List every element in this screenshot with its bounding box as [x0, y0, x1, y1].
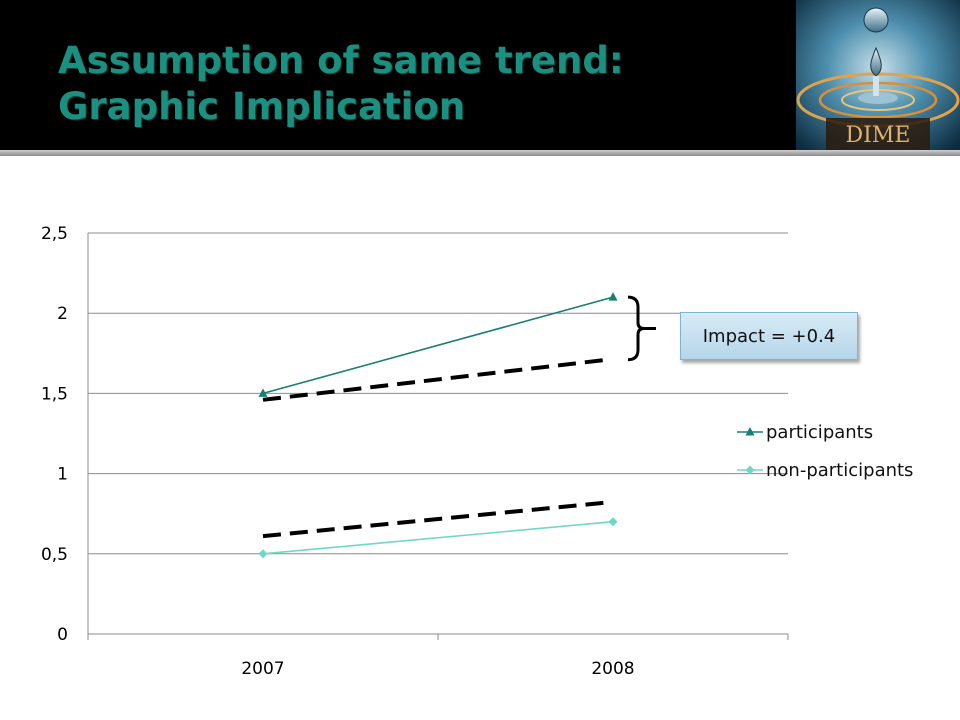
data-point-non-participants [608, 517, 618, 527]
slide-title: Assumption of same trend: Graphic Implic… [58, 38, 624, 130]
y-tick-label: 0,5 [41, 545, 68, 565]
data-point-participants [608, 292, 618, 301]
dime-logo: DIME [796, 0, 960, 150]
impact-bracket [627, 295, 656, 362]
legend-marker-non-participants [745, 465, 755, 475]
y-tick-label: 2,5 [41, 224, 68, 244]
legend-label-participants: participants [766, 422, 873, 443]
line-chart: 0 0,5 1 1,5 2 2,5 2007 2008 participants non-part… [41, 224, 913, 679]
counterfactual-line [262, 500, 608, 539]
series-line-non-participants [262, 520, 614, 555]
legend-label-non-participants: non-participants [766, 460, 913, 481]
x-tick-label: 2007 [241, 659, 284, 679]
logo-text: DIME [846, 123, 911, 148]
legend-marker-participants [745, 427, 755, 436]
y-tick-label: 1,5 [41, 384, 68, 404]
title-divider [0, 150, 960, 156]
slide-title-line-1: Assumption of same trend: [58, 39, 624, 82]
y-tick-label: 1 [57, 465, 68, 485]
counterfactual-line [262, 357, 608, 402]
data-point-participants [258, 388, 268, 397]
y-tick-label: 0 [57, 625, 68, 645]
y-tick-label: 2 [57, 304, 68, 324]
data-point-non-participants [258, 549, 268, 559]
impact-callout: Impact = +0.4 [680, 312, 858, 360]
series-line-participants [262, 296, 614, 395]
slide-title-line-2: Graphic Implication [58, 85, 466, 128]
x-tick-label: 2008 [591, 659, 634, 679]
